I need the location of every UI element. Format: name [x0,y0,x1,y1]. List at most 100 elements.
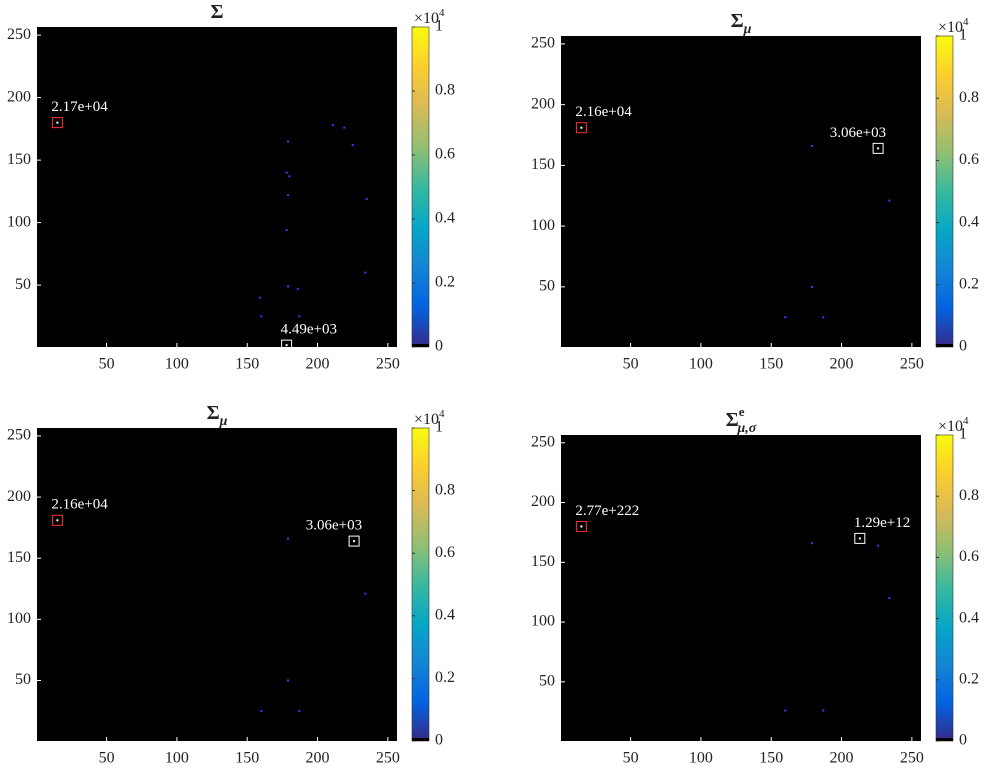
colorbar-exponent: ×104 [414,7,445,27]
y-tick-label: 250 [7,26,31,43]
pixel [343,126,346,129]
colorbar-tick-label: 0 [435,732,443,749]
x-tick-label: 200 [830,356,854,373]
pixel [298,315,301,318]
y-tick-label: 50 [15,276,31,293]
x-tick-label: 250 [376,356,400,373]
title-sup: e [739,404,745,419]
colorbar-tick-label: 0.8 [435,82,455,99]
pixel [287,194,290,197]
exponent-sup: 4 [963,16,969,28]
peak-pixel [285,344,288,347]
panel: Σe μ,σ 50 100 150 200 250 50 100 150 200 250 2.77e+2… [531,404,979,767]
peak-pixel [580,525,583,528]
colorbar [411,26,430,348]
annotation-label: 1.29e+12 [854,515,910,531]
colorbar-floor [412,344,429,347]
y-tick-label: 250 [531,35,555,52]
y-tick-label: 200 [7,488,31,505]
y-tick-label: 150 [7,151,31,168]
panel-title: Σμ [731,10,752,38]
panel: Σμ 50 100 150 200 250 50 100 150 200 250 2.16e+04 3.… [531,10,979,373]
x-tick-label: 150 [235,750,259,767]
pixel [332,124,335,127]
annotation-label: 2.17e+04 [51,99,108,115]
annotation-label: 3.06e+03 [830,125,886,141]
x-tick-label: 150 [759,356,783,373]
annotation-label: 4.49e+03 [281,322,337,338]
colorbar-tick-label: 0.4 [959,213,979,230]
pixel [285,229,288,232]
annotation-label: 2.16e+04 [51,497,108,513]
pixel [287,537,290,540]
y-tick-label: 150 [531,156,555,173]
colorbar [935,35,954,348]
peak-pixel [580,126,583,129]
y-tick-label: 100 [531,217,555,234]
x-tick-label: 50 [623,750,639,767]
pixel [811,144,814,147]
colorbar-tick-label: 0.2 [435,669,455,686]
pixel [258,296,261,299]
colorbar-tick-label: 1 [959,27,967,44]
pixel [287,679,290,682]
plot-area [561,36,921,347]
annotation-box [575,122,587,134]
pixel [287,140,290,143]
annotation-box [872,142,884,154]
colorbar-tick-label: 0 [959,732,967,749]
annotation-label: 3.06e+03 [306,518,362,534]
colorbar-tick-label: 0.4 [959,609,979,626]
exponent-base: ×10 [938,418,963,435]
colorbar-exponent: ×104 [938,16,969,36]
exponent-sup: 4 [439,7,445,19]
x-tick-label: 150 [235,356,259,373]
colorbar-exponent: ×104 [938,415,969,435]
pixel [364,592,367,595]
y-tick-label: 100 [531,613,555,630]
x-tick-label: 250 [376,750,400,767]
pixel [260,315,263,318]
pixel [365,197,368,200]
y-tick-label: 250 [7,427,31,444]
x-tick-label: 50 [623,356,639,373]
x-tick-label: 50 [99,356,115,373]
pixel [351,144,354,147]
pixel [364,271,367,274]
peak-pixel [858,537,861,540]
colorbar-tick-label: 0.6 [959,548,979,565]
title-sub: μ,σ [737,421,757,436]
annotation-box [51,514,63,526]
pixel [296,287,299,290]
colorbar-tick-label: 0.8 [959,89,979,106]
panel: Σ 50 100 150 200 250 50 100 150 200 250 2.17e+04 4.4… [7,1,455,373]
colorbar-tick-label: 0.4 [435,606,455,623]
pixel [822,316,825,319]
colorbar [411,427,430,742]
colorbar-tick-label: 0.6 [959,151,979,168]
colorbar-tick-label: 0.4 [435,210,455,227]
pixel [888,597,891,600]
y-tick-label: 50 [539,278,555,295]
x-tick-label: 250 [900,750,924,767]
y-tick-label: 200 [7,88,31,105]
pixel [285,171,288,174]
y-tick-label: 150 [531,553,555,570]
x-tick-label: 200 [306,750,330,767]
annotation-label: 2.77e+222 [575,503,639,519]
pixel [784,709,787,712]
colorbar-floor [936,344,953,347]
y-tick-label: 100 [7,213,31,230]
peak-pixel [56,519,59,522]
colorbar-tick-label: 0.6 [435,544,455,561]
exponent-base: ×10 [938,19,963,36]
x-tick-label: 200 [306,356,330,373]
x-tick-label: 100 [689,750,713,767]
colorbar [935,434,954,742]
peak-pixel [877,147,880,150]
title-base: Σ [731,10,744,32]
x-tick-label: 50 [99,750,115,767]
y-tick-label: 100 [7,610,31,627]
peak-pixel [353,540,356,543]
exponent-sup: 4 [963,415,969,427]
